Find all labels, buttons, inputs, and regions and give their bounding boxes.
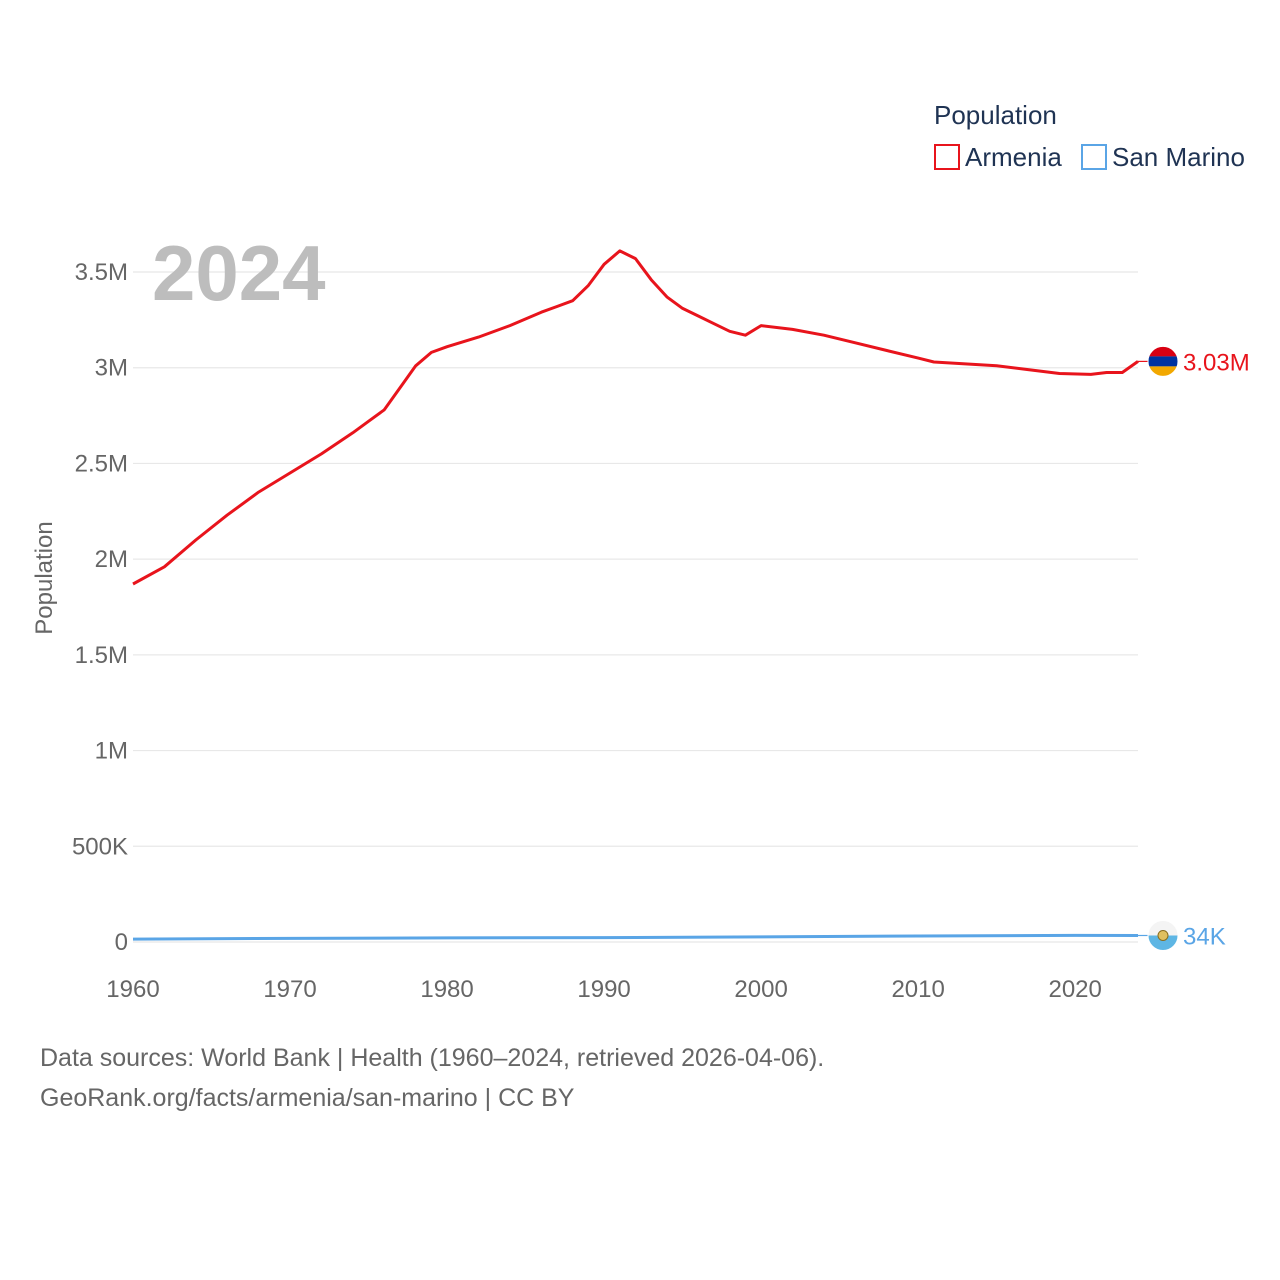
y-tick-label: 0 [115, 929, 128, 956]
y-tick-label: 2.5M [75, 450, 128, 477]
x-tick-label: 2010 [891, 976, 944, 1003]
footer-sources: Data sources: World Bank | Health (1960–… [40, 1044, 825, 1072]
x-tick-label: 1960 [106, 976, 159, 1003]
y-axis-ticks: 0 500K 1M 1.5M 2M 2.5M 3M 3.5M [72, 259, 128, 956]
series-line-san-marino[interactable] [132, 933, 1139, 941]
legend-label-san-marino: San Marino [1112, 142, 1245, 172]
end-value-label-san-marino: 34K [1183, 923, 1226, 950]
y-tick-label: 2M [95, 546, 128, 573]
series-lines [132, 249, 1139, 941]
x-tick-label: 2000 [734, 976, 787, 1003]
x-tick-label: 1970 [263, 976, 316, 1003]
legend-swatch-armenia [934, 144, 960, 170]
legend-swatch-san-marino [1081, 144, 1107, 170]
y-axis-title: Population [31, 521, 58, 634]
x-axis-ticks: 1960 1970 1980 1990 2000 2010 2020 [106, 976, 1102, 1003]
x-tick-label: 2020 [1048, 976, 1101, 1003]
y-tick-label: 1.5M [75, 642, 128, 669]
y-tick-label: 3.5M [75, 259, 128, 286]
current-year-label: 2024 [152, 229, 326, 317]
legend-label-armenia: Armenia [965, 142, 1062, 172]
footer-attribution[interactable]: GeoRank.org/facts/armenia/san-marino | C… [40, 1084, 575, 1112]
flag-icon-armenia [1147, 345, 1179, 377]
x-tick-label: 1980 [420, 976, 473, 1003]
legend: Population Armenia San Marino [934, 100, 1245, 172]
flag-icon-san-marino [1147, 919, 1179, 951]
legend-item-san-marino[interactable]: San Marino [1081, 142, 1245, 172]
end-value-label-armenia: 3.03M [1183, 349, 1250, 376]
series-line-armenia[interactable] [132, 249, 1139, 586]
x-tick-label: 1990 [577, 976, 630, 1003]
end-markers: 3.03M 34K [1138, 345, 1250, 951]
y-tick-label: 3M [95, 355, 128, 382]
y-tick-label: 500K [72, 833, 128, 860]
y-tick-label: 1M [95, 738, 128, 765]
legend-item-armenia[interactable]: Armenia [934, 142, 1062, 172]
legend-title: Population [934, 100, 1057, 130]
gridlines [133, 271, 1138, 943]
